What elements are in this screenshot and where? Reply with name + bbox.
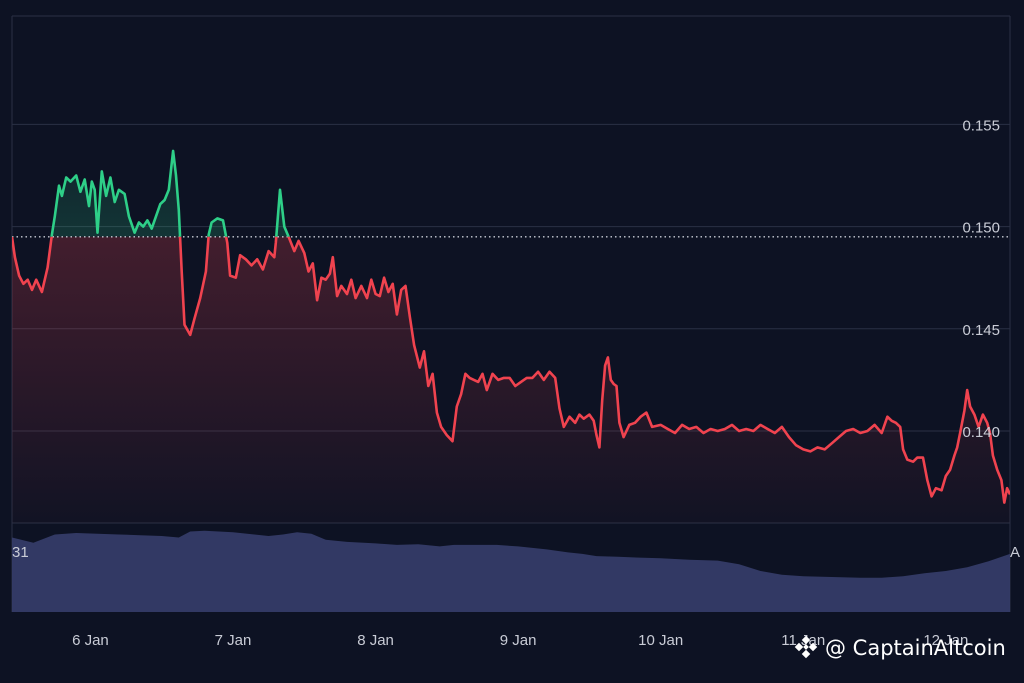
x-tick-label: 6 Jan xyxy=(72,632,109,649)
x-tick-label: 8 Jan xyxy=(357,632,394,649)
series-line-up xyxy=(12,149,290,237)
x-tick-label: 12 Jan xyxy=(923,632,968,649)
volume-left-label: 31 xyxy=(12,544,29,561)
price-line xyxy=(12,149,1010,504)
x-tick-label: 7 Jan xyxy=(215,632,252,649)
volume-right-label: A xyxy=(1010,544,1020,561)
green-fill-path xyxy=(12,150,1010,237)
volume-area-path xyxy=(12,530,1010,612)
y-tick-label: 0.145 xyxy=(962,322,1000,339)
price-line-up xyxy=(12,149,290,237)
y-tick-label: 0.155 xyxy=(962,117,1000,134)
fill-above-baseline xyxy=(12,150,1010,237)
watermark: @ CaptainAltcoin xyxy=(794,635,1006,660)
price-line-down xyxy=(12,236,1010,504)
x-tick-label: 10 Jan xyxy=(638,632,683,649)
y-tick-label: 0.140 xyxy=(962,424,1000,441)
volume-area xyxy=(12,530,1010,612)
y-tick-label: 0.150 xyxy=(962,220,1000,237)
x-tick-label: 9 Jan xyxy=(500,632,537,649)
series-line-down xyxy=(12,236,1010,504)
watermark-text: @ CaptainAltcoin xyxy=(825,636,1006,660)
y-axis-ticks: 0.155 0.150 0.145 0.140 xyxy=(962,117,1000,441)
